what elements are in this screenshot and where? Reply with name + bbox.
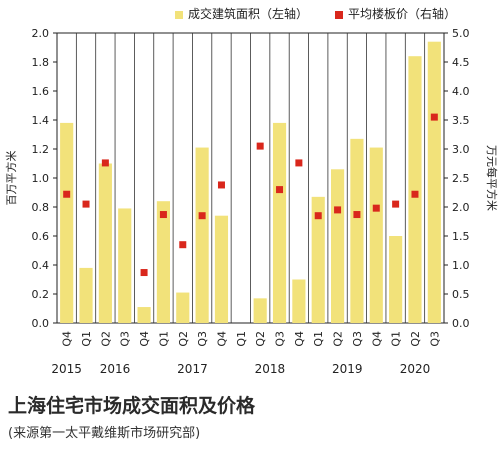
quarter-label: Q3 — [351, 331, 364, 347]
left-axis-label: 百万平方米 — [4, 151, 18, 206]
price-point — [411, 190, 419, 198]
right-tick-label: 3.5 — [452, 114, 470, 127]
quarter-label: Q3 — [196, 331, 209, 347]
quarter-label: Q4 — [61, 331, 74, 347]
bar — [79, 267, 93, 323]
quarter-label: Q4 — [370, 331, 383, 347]
price-point — [101, 159, 109, 167]
year-label: 2020 — [400, 362, 431, 376]
legend-swatch-price — [335, 10, 343, 19]
right-tick-label: 5.0 — [452, 27, 470, 40]
bar — [408, 56, 422, 323]
quarter-label: Q1 — [390, 331, 403, 347]
price-point — [314, 212, 322, 220]
left-tick-label: 0.6 — [32, 230, 50, 243]
quarter-label: Q1 — [80, 331, 93, 347]
right-tick-label: 0.0 — [452, 317, 470, 330]
quarter-label: Q1 — [312, 331, 325, 347]
bar — [118, 208, 132, 323]
legend-item-area: 成交建筑面积（左轴） — [175, 5, 308, 22]
legend: 成交建筑面积（左轴） 平均楼板价（右轴） — [0, 3, 500, 23]
right-tick-label: 2.5 — [452, 172, 470, 185]
quarter-label: Q2 — [332, 331, 345, 347]
year-label: 2017 — [177, 362, 208, 376]
price-point — [140, 269, 148, 277]
quarter-label: Q3 — [428, 331, 441, 347]
legend-item-price: 平均楼板价（右轴） — [335, 5, 456, 22]
bar — [311, 196, 325, 323]
quarter-label: Q4 — [293, 331, 306, 347]
bar — [369, 147, 383, 323]
plot-svg: 0.0 0.2 0.4 0.6 0.8 1.0 1.2 1.4 1.6 1.8 2.0 0.0 0.5 1… — [4, 27, 499, 376]
bar — [350, 138, 364, 323]
bar — [60, 122, 74, 324]
quarter-label: Q3 — [119, 331, 132, 347]
price-point — [82, 200, 90, 208]
right-tick-label: 0.5 — [452, 288, 470, 301]
left-tick-label: 1.2 — [32, 143, 50, 156]
right-axis-label: 万元每平方米 — [485, 145, 499, 211]
bar — [292, 279, 306, 323]
legend-label-price: 平均楼板价（右轴） — [348, 7, 457, 21]
left-tick-label: 0.2 — [32, 288, 50, 301]
price-point — [179, 241, 187, 249]
right-tick-label: 4.0 — [452, 85, 470, 98]
price-point — [353, 211, 361, 219]
quarter-label: Q4 — [215, 331, 228, 347]
bar — [195, 147, 209, 323]
price-point — [372, 204, 380, 212]
bar — [389, 236, 403, 323]
bar — [427, 41, 441, 323]
chart-source: (来源第一太平戴维斯市场研究部) — [8, 426, 201, 441]
quarter-label: Q2 — [254, 331, 267, 347]
price-point — [430, 113, 438, 121]
left-tick-label: 1.8 — [32, 56, 50, 69]
price-point — [295, 159, 303, 167]
left-tick-label: 0.0 — [32, 317, 50, 330]
quarter-label: Q3 — [274, 331, 287, 347]
bar — [253, 298, 267, 323]
left-tick-label: 1.0 — [32, 172, 50, 185]
right-tick-label: 1.0 — [452, 259, 470, 272]
price-point — [63, 190, 71, 198]
legend-swatch-area — [175, 10, 183, 19]
price-point — [392, 200, 400, 208]
left-tick-label: 0.8 — [32, 201, 50, 214]
right-tick-label: 1.5 — [452, 230, 470, 243]
right-tick-label: 4.5 — [452, 56, 470, 69]
bar — [176, 292, 190, 323]
price-point — [256, 142, 264, 150]
year-label: 2018 — [255, 362, 286, 376]
left-tick-label: 1.4 — [32, 114, 50, 127]
bar — [98, 163, 112, 323]
price-point — [159, 211, 167, 219]
price-point — [217, 181, 225, 189]
left-tick-label: 1.6 — [32, 85, 50, 98]
year-label: 2016 — [100, 362, 131, 376]
bar — [156, 201, 171, 323]
quarter-label: Q2 — [409, 331, 422, 347]
bar — [330, 169, 345, 323]
quarter-label: Q4 — [138, 331, 151, 347]
left-tick-label: 2.0 — [32, 27, 50, 40]
right-tick-label: 2.0 — [452, 201, 470, 214]
bar — [214, 215, 229, 323]
chart-title: 上海住宅市场成交面积及价格 — [8, 395, 256, 417]
bar — [272, 122, 287, 324]
year-label: 2015 — [51, 362, 82, 376]
quarter-label: Q2 — [99, 331, 112, 347]
price-point — [198, 212, 206, 220]
year-label: 2019 — [332, 362, 363, 376]
legend-label-area: 成交建筑面积（左轴） — [188, 7, 309, 21]
left-tick-label: 0.4 — [32, 259, 50, 272]
quarter-label: Q1 — [157, 331, 170, 347]
quarter-label: Q2 — [177, 331, 190, 347]
price-point — [334, 206, 342, 214]
price-point — [276, 186, 284, 194]
quarter-label: Q1 — [235, 331, 248, 347]
right-tick-label: 3.0 — [452, 143, 470, 156]
bar — [137, 307, 151, 323]
